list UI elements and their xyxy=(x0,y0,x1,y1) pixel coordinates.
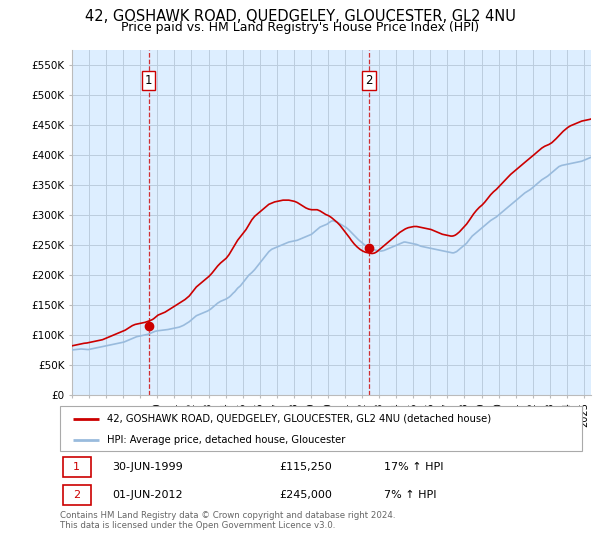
Text: Price paid vs. HM Land Registry's House Price Index (HPI): Price paid vs. HM Land Registry's House … xyxy=(121,21,479,34)
FancyBboxPatch shape xyxy=(60,406,582,451)
Text: £245,000: £245,000 xyxy=(279,490,332,500)
Text: £115,250: £115,250 xyxy=(279,462,332,472)
Text: 7% ↑ HPI: 7% ↑ HPI xyxy=(383,490,436,500)
Text: 1: 1 xyxy=(145,74,152,87)
Text: 01-JUN-2012: 01-JUN-2012 xyxy=(112,490,183,500)
Text: HPI: Average price, detached house, Gloucester: HPI: Average price, detached house, Glou… xyxy=(107,435,346,445)
Text: Contains HM Land Registry data © Crown copyright and database right 2024.
This d: Contains HM Land Registry data © Crown c… xyxy=(60,511,395,530)
Text: 42, GOSHAWK ROAD, QUEDGELEY, GLOUCESTER, GL2 4NU (detached house): 42, GOSHAWK ROAD, QUEDGELEY, GLOUCESTER,… xyxy=(107,413,491,423)
Text: 42, GOSHAWK ROAD, QUEDGELEY, GLOUCESTER, GL2 4NU: 42, GOSHAWK ROAD, QUEDGELEY, GLOUCESTER,… xyxy=(85,9,515,24)
FancyBboxPatch shape xyxy=(62,457,91,477)
FancyBboxPatch shape xyxy=(62,485,91,505)
Text: 1: 1 xyxy=(73,462,80,472)
Text: 2: 2 xyxy=(73,490,80,500)
Text: 17% ↑ HPI: 17% ↑ HPI xyxy=(383,462,443,472)
Text: 2: 2 xyxy=(365,74,373,87)
Text: 30-JUN-1999: 30-JUN-1999 xyxy=(112,462,183,472)
